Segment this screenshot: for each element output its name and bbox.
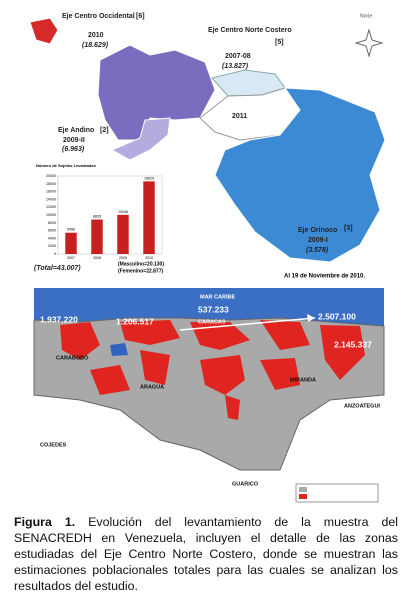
- y-tick-label: 2000: [48, 244, 56, 248]
- region-zulia: [29, 17, 59, 45]
- legend-swatch: [299, 487, 307, 492]
- chart-title: Número de Sujetos Levantados: [36, 163, 97, 168]
- date-note: Al 19 de Noviembre de 2010.: [284, 274, 365, 280]
- population: 2.507.100: [318, 311, 356, 321]
- y-tick-label: 20000: [46, 174, 56, 178]
- region-count: (13.827): [222, 63, 249, 70]
- lake: [110, 343, 128, 356]
- y-tick-label: 14000: [46, 197, 56, 201]
- region-occidental: [97, 44, 216, 141]
- female: (Femenino=22.877): [118, 268, 163, 274]
- region-count: (18.629): [82, 42, 109, 49]
- y-tick-label: 16000: [46, 190, 56, 194]
- total: (Total=43.007): [34, 265, 81, 272]
- y-tick-label: 12000: [46, 205, 56, 209]
- bar: [117, 214, 129, 254]
- bar: [65, 232, 77, 254]
- population: 1.937.220: [40, 314, 78, 324]
- region-andino: [110, 117, 171, 161]
- region-ref: [6]: [136, 13, 145, 20]
- x-tick-label: 2007: [67, 256, 75, 260]
- y-tick-label: 8000: [48, 221, 56, 225]
- male: (Masculino=20.130): [118, 261, 164, 267]
- capital-label: CARACAS: [198, 319, 226, 325]
- bar: [143, 181, 155, 254]
- caption-label: Figura 1.: [14, 515, 76, 529]
- region-period: 2007-08: [225, 53, 251, 60]
- caption-text: Evolución del levantamiento de la muestr…: [14, 515, 398, 593]
- region-period: 2009-II: [63, 137, 85, 144]
- red-zones: [60, 320, 365, 420]
- population: 537.233: [198, 304, 229, 314]
- caption: Figura 1. Evolución del levantamiento de…: [14, 514, 398, 594]
- state-label: MIRANDA: [290, 377, 316, 383]
- region-label: Eje Andino: [58, 127, 94, 134]
- sea-label: MAR CARIBE: [200, 294, 235, 300]
- region-orinoco: [214, 87, 386, 263]
- x-tick-label: 2008: [93, 256, 101, 260]
- value-label: 5456: [67, 228, 75, 232]
- region-label: Eje Centro Occidental: [62, 13, 135, 20]
- region-ref: [3]: [344, 225, 353, 232]
- region-label: 2011: [232, 113, 247, 120]
- y-tick-label: 0: [54, 252, 56, 256]
- state-label: ARAGUA: [140, 384, 164, 390]
- value-label: 8835: [93, 214, 101, 218]
- arrow-head: [307, 314, 315, 322]
- bar: [91, 219, 103, 254]
- state-label: GUARICO: [232, 481, 259, 487]
- region-count: (6.963): [62, 146, 85, 153]
- state-label: COJEDES: [40, 442, 67, 448]
- legend-swatch: [299, 494, 307, 499]
- x-tick-label: 2010: [145, 256, 153, 260]
- region-period: 2010: [88, 32, 104, 39]
- region-ref: [2]: [100, 127, 109, 134]
- region-ref: [5]: [275, 39, 284, 46]
- y-tick-label: 6000: [48, 229, 56, 233]
- state-label: ANZOATEGUI: [344, 403, 380, 409]
- compass: [354, 28, 384, 58]
- figure: Norte Eje Centro Occidental [6] 2010 (18…: [29, 12, 386, 503]
- region-label: Eje Centro Norte Costero: [208, 27, 292, 34]
- state-label: CARABOBO: [56, 355, 89, 361]
- y-tick-label: 10000: [46, 213, 56, 217]
- y-tick-label: 4000: [48, 236, 56, 240]
- region-period: 2009-I: [308, 237, 328, 244]
- value-label: 10046: [118, 210, 128, 214]
- legend: [295, 483, 379, 503]
- x-tick-label: 2009: [119, 256, 127, 260]
- y-tick-label: 18000: [46, 182, 56, 186]
- compass-label: Norte: [360, 13, 372, 19]
- value-label: 18629: [144, 176, 154, 180]
- arrow: [179, 317, 316, 331]
- population: 2.145.337: [334, 339, 372, 349]
- land: [33, 317, 385, 471]
- region-count: (3.578): [306, 247, 329, 254]
- region-label: Eje Orinoco: [298, 227, 337, 234]
- population: 1.206.517: [116, 316, 154, 326]
